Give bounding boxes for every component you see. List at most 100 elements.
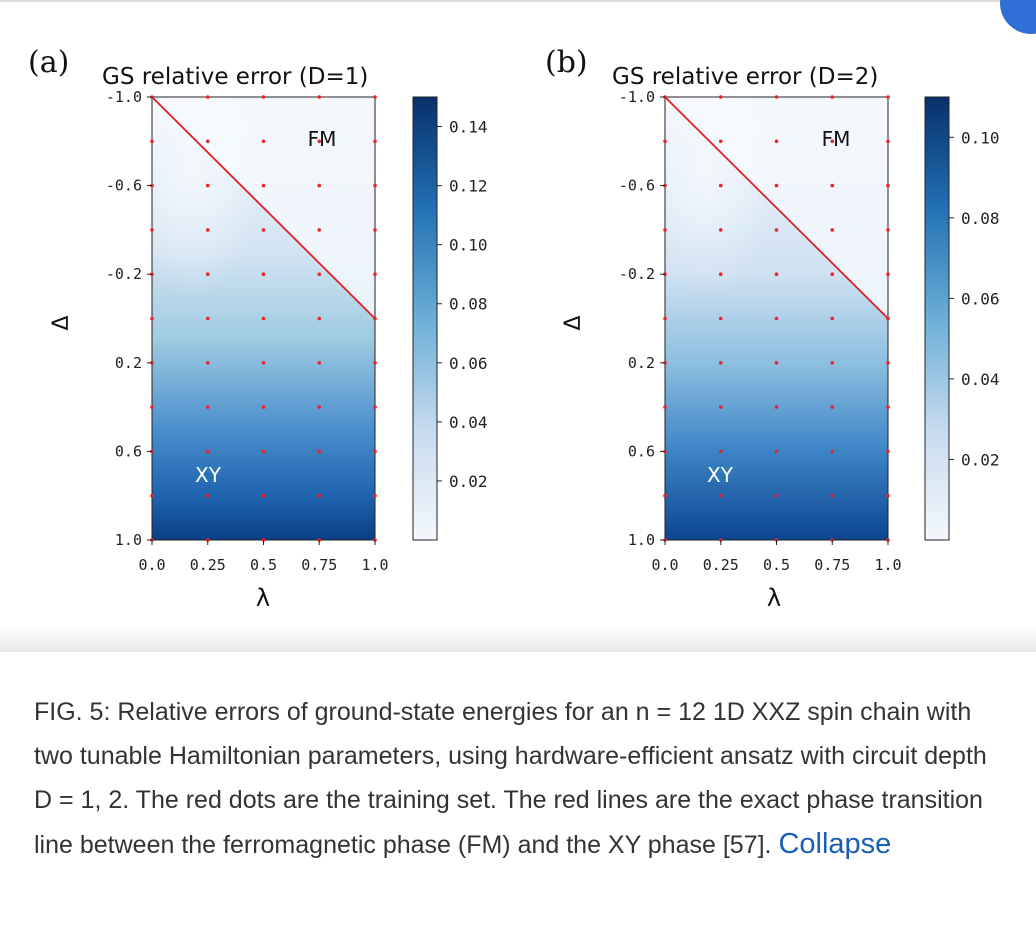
colorbar: [924, 96, 950, 541]
training-point: [205, 361, 210, 365]
x-tick-label: 0.75: [814, 556, 850, 574]
training-point: [663, 316, 667, 321]
training-point: [886, 95, 890, 99]
training-point: [886, 493, 890, 498]
phase-label-fm: FM: [822, 127, 851, 151]
training-point: [317, 183, 322, 188]
collapse-link[interactable]: Collapse: [778, 828, 892, 860]
x-tick-label: 1.0: [361, 556, 388, 574]
training-point: [830, 183, 835, 188]
y-tick-label: 0.2: [115, 354, 142, 372]
top-divider: [0, 0, 1036, 2]
training-point: [150, 228, 154, 232]
training-point: [205, 183, 210, 188]
y-tick-label: -0.6: [106, 177, 142, 195]
training-point: [317, 493, 322, 498]
training-point: [373, 361, 377, 365]
training-point: [718, 405, 723, 409]
training-point: [830, 316, 835, 321]
colorbar-tick-label: 0.04: [961, 370, 1000, 389]
colorbar-tick-label: 0.10: [449, 236, 488, 255]
training-point: [663, 228, 667, 232]
training-point: [663, 493, 667, 498]
training-point: [205, 316, 210, 321]
training-point: [886, 183, 890, 188]
training-point: [774, 228, 779, 232]
training-point: [261, 272, 266, 277]
training-point: [205, 405, 210, 409]
phase-transition-line: [151, 96, 376, 320]
x-tick-label: 0.5: [250, 556, 277, 574]
training-point: [317, 139, 322, 144]
phase-transition-line: [664, 96, 889, 320]
training-point: [718, 361, 723, 365]
training-point: [830, 361, 835, 365]
training-point: [373, 139, 377, 144]
training-point: [663, 405, 667, 409]
training-point: [886, 272, 890, 277]
training-point: [261, 228, 266, 232]
caption-text: FIG. 5: Relative errors of ground-state …: [34, 698, 987, 859]
training-point: [373, 183, 377, 188]
training-point: [718, 228, 723, 232]
colorbar-tick-label: 0.06: [449, 354, 488, 373]
training-point: [886, 449, 890, 454]
y-tick-label: -1.0: [619, 88, 655, 106]
training-point: [317, 228, 322, 232]
y-tick-label: -0.6: [619, 177, 655, 195]
y-tick-label: 0.6: [628, 442, 655, 460]
training-point: [150, 405, 154, 409]
training-point: [830, 405, 835, 409]
training-point: [373, 272, 377, 277]
panel-letter: (a): [28, 45, 69, 80]
panel-title: GS relative error (D=1): [102, 64, 368, 90]
training-point: [718, 493, 723, 498]
training-point: [261, 449, 266, 454]
training-point: [886, 361, 890, 365]
training-point: [261, 183, 266, 188]
colorbar-tick-label: 0.02: [449, 472, 488, 491]
section-divider: [0, 628, 1036, 652]
colorbar-tick-label: 0.06: [961, 289, 1000, 308]
colorbar-tick-label: 0.12: [449, 177, 488, 196]
training-point: [150, 139, 154, 144]
training-point: [317, 449, 322, 454]
figure-caption: FIG. 5: Relative errors of ground-state …: [34, 690, 994, 867]
training-point: [830, 139, 835, 144]
training-point: [205, 228, 210, 232]
training-point: [373, 405, 377, 409]
training-point: [317, 95, 322, 99]
training-point: [830, 228, 835, 232]
training-point: [718, 139, 723, 144]
training-point: [718, 183, 723, 188]
training-point: [774, 183, 779, 188]
y-tick-label: 1.0: [115, 531, 142, 549]
training-point: [830, 493, 835, 498]
colorbar-tick-label: 0.04: [449, 413, 488, 432]
training-point: [774, 493, 779, 498]
training-point: [317, 405, 322, 409]
training-point: [830, 449, 835, 454]
heatmap-highlight: [635, 57, 775, 297]
heatmap-highlight: [122, 57, 262, 297]
x-tick-label: 0.0: [138, 556, 165, 574]
training-point: [774, 316, 779, 321]
training-point: [373, 228, 377, 232]
training-point: [317, 316, 322, 321]
panel-title: GS relative error (D=2): [612, 64, 878, 90]
x-tick-label: 0.25: [703, 556, 739, 574]
training-point: [718, 449, 723, 454]
training-point: [886, 228, 890, 232]
training-point: [150, 493, 154, 498]
training-point: [830, 95, 835, 99]
colorbar-tick-label: 0.14: [449, 118, 488, 137]
training-point: [774, 139, 779, 144]
training-point: [205, 272, 210, 277]
colorbar-tick-label: 0.08: [449, 295, 488, 314]
training-point: [774, 95, 779, 99]
y-tick-label: 0.6: [115, 442, 142, 460]
x-axis-label: λ: [256, 584, 270, 612]
panel-letter: (b): [545, 45, 588, 80]
training-point: [261, 139, 266, 144]
x-tick-label: 0.5: [763, 556, 790, 574]
